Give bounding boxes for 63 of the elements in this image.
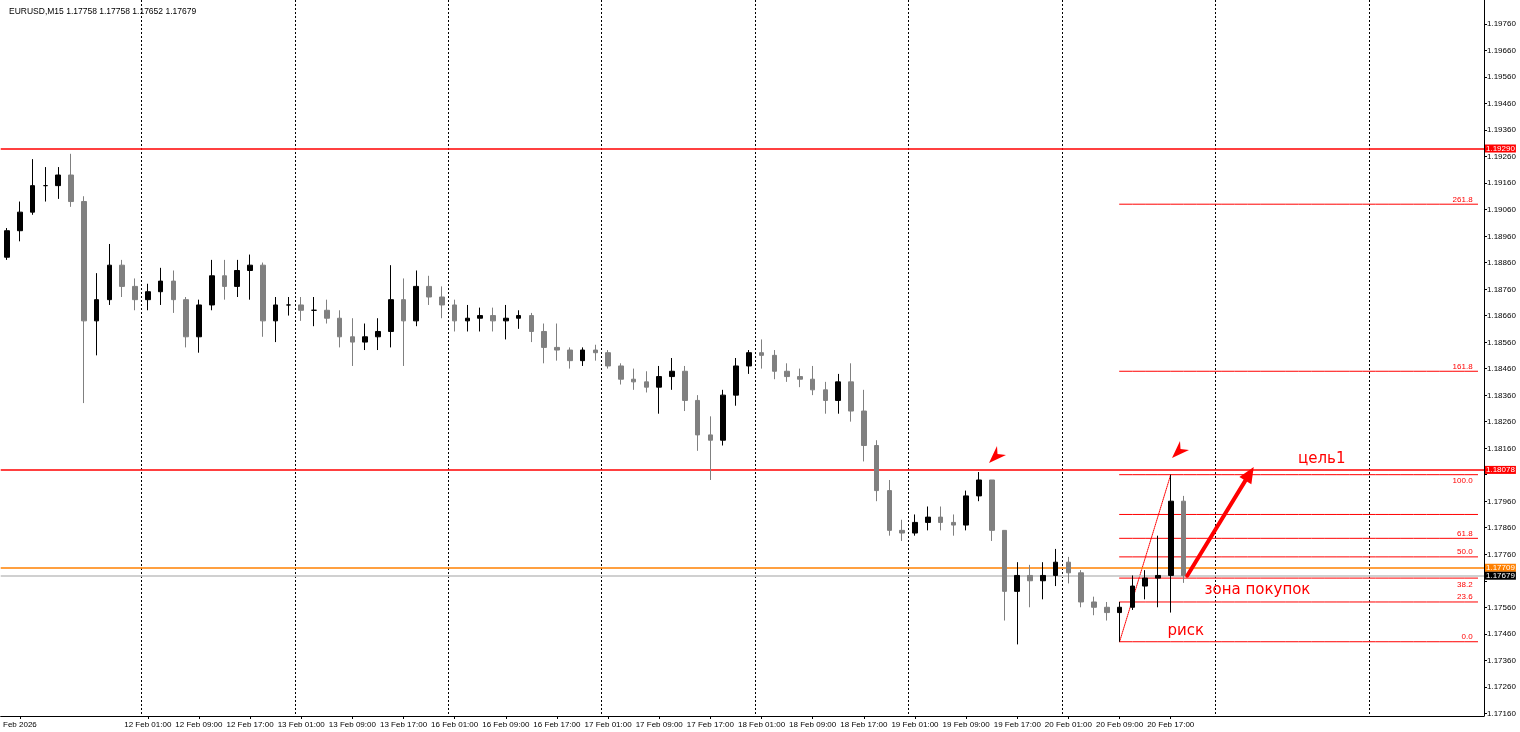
x-tick-label: 12 Feb 17:00	[226, 719, 275, 729]
y-tick-label: 1.19760	[1487, 19, 1517, 29]
series-label: 161.8	[1452, 361, 1474, 371]
series-label: 100.0	[1452, 476, 1474, 486]
y-tick-label: 1.19660	[1487, 45, 1517, 55]
y-tick-label: 1.18760	[1487, 284, 1517, 294]
x-tick-label: 16 Feb 09:00	[482, 719, 530, 729]
ref-line-label: 1.17709	[1486, 563, 1516, 573]
x-tick-label: 20 Feb 17:00	[1147, 719, 1195, 729]
annotation: риск	[1167, 620, 1204, 639]
x-tick-label: 19 Feb 17:00	[993, 719, 1042, 729]
y-tick-label: 1.18360	[1487, 390, 1517, 400]
series-label: 0.0	[1461, 632, 1474, 642]
y-tick-label: 1.17160	[1487, 708, 1517, 718]
x-tick-label: 17 Feb 01:00	[584, 719, 633, 729]
series-label: 38.2	[1457, 579, 1474, 589]
x-tick-label: 17 Feb 09:00	[635, 719, 684, 729]
annotation: цель1	[1298, 448, 1346, 467]
x-tick-label: 12 Feb 01:00	[124, 719, 172, 729]
ref-line-label: 1.19290	[1486, 144, 1516, 153]
y-tick-label: 1.18160	[1487, 443, 1517, 453]
x-tick-label: 20 Feb 01:00	[1044, 719, 1093, 729]
series-label: 261.8	[1452, 194, 1474, 204]
ref-line-label: 1.17679	[1486, 571, 1516, 581]
text: EURUSD,M15 1.17758 1.17758 1.17652 1.17679	[9, 5, 197, 16]
y-tick-label: 1.17460	[1487, 629, 1517, 639]
x-tick-label: 19 Feb 01:00	[891, 719, 940, 729]
x-tick-label: 18 Feb 01:00	[737, 719, 786, 729]
y-tick-label: 1.17360	[1487, 655, 1517, 665]
y-tick-label: 1.19560	[1487, 72, 1517, 82]
y-tick-label: 1.19460	[1487, 98, 1517, 108]
x-tick-label: Feb 2026	[2, 719, 38, 729]
x-tick-label: 12 Feb 09:00	[175, 719, 224, 729]
y-tick-label: 1.17560	[1487, 602, 1517, 612]
ref-line-label: 1.18078	[1486, 465, 1516, 475]
series-label: 23.6	[1457, 592, 1474, 602]
x-tick-label: 18 Feb 09:00	[789, 719, 837, 729]
x-tick-label: 16 Feb 17:00	[533, 719, 582, 729]
y-tick-label: 1.19260	[1487, 151, 1517, 161]
y-tick-label: 1.18960	[1487, 231, 1517, 241]
y-tick-label: 1.19160	[1487, 178, 1517, 188]
y-tick-label: 1.19360	[1487, 125, 1517, 135]
y-tick-label: 1.18560	[1487, 337, 1517, 347]
x-tick-label: 20 Feb 09:00	[1096, 719, 1144, 729]
x-tick-label: 16 Feb 01:00	[431, 719, 479, 729]
y-tick-label: 1.17860	[1487, 523, 1517, 533]
y-tick-label: 1.17760	[1487, 549, 1517, 559]
x-tick-label: 17 Feb 17:00	[686, 719, 735, 729]
y-tick-label: 1.17960	[1487, 496, 1517, 506]
annotation: зона покупок	[1204, 580, 1311, 599]
x-tick-label: 13 Feb 09:00	[328, 719, 377, 729]
x-tick-label: 13 Feb 17:00	[379, 719, 428, 729]
y-tick-label: 1.18860	[1487, 258, 1517, 268]
y-tick-label: 1.18260	[1487, 417, 1517, 427]
series-label: 61.8	[1457, 528, 1474, 538]
y-tick-label: 1.19060	[1487, 205, 1517, 214]
y-tick-label: 1.18460	[1487, 364, 1517, 374]
x-tick-label: 19 Feb 09:00	[942, 719, 991, 729]
y-tick-label: 1.18660	[1487, 311, 1517, 321]
x-tick-label: 18 Feb 17:00	[840, 719, 888, 729]
series-label: 50.0	[1457, 547, 1474, 557]
y-tick-label: 1.17260	[1487, 682, 1517, 692]
x-tick-label: 13 Feb 01:00	[277, 719, 326, 729]
